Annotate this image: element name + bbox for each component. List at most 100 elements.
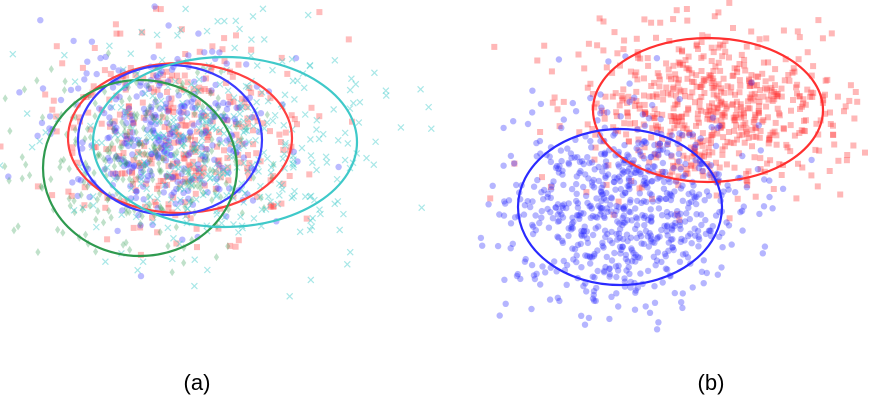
point-series-3	[143, 185, 151, 193]
point-series-1	[617, 250, 624, 257]
point-series-1	[597, 110, 604, 117]
point-series-3	[9, 50, 17, 58]
point-series-2	[39, 113, 46, 122]
point-series-1	[743, 184, 750, 191]
point-series-1	[640, 240, 648, 248]
point-series-1	[606, 265, 613, 273]
point-series-0	[153, 201, 159, 208]
point-series-0	[203, 127, 210, 134]
point-series-1	[168, 191, 175, 199]
point-series-1	[671, 289, 678, 297]
point-series-2	[127, 123, 133, 132]
point-series-3	[161, 181, 169, 189]
point-series-0	[98, 120, 105, 127]
point-series-1	[691, 225, 698, 232]
point-series-0	[672, 75, 679, 82]
point-series-0	[658, 126, 664, 133]
point-series-2	[111, 154, 118, 163]
point-series-0	[801, 117, 807, 124]
point-series-0	[591, 104, 598, 111]
point-series-2	[212, 187, 218, 196]
point-series-1	[538, 207, 545, 215]
point-series-1	[502, 300, 509, 307]
point-series-1	[642, 139, 650, 147]
point-series-0	[164, 89, 170, 95]
point-series-0	[750, 97, 757, 104]
point-series-2	[225, 242, 231, 251]
point-series-0	[633, 88, 640, 95]
point-series-0	[288, 112, 295, 119]
point-series-1	[614, 175, 621, 182]
point-series-0	[491, 43, 498, 50]
point-series-0	[738, 114, 745, 121]
point-series-1	[677, 210, 684, 217]
point-series-1	[555, 217, 563, 224]
point-series-1	[616, 243, 624, 251]
point-series-0	[164, 142, 171, 148]
point-series-0	[124, 136, 131, 143]
point-series-2	[48, 175, 54, 184]
point-series-2	[157, 228, 163, 237]
point-series-1	[625, 264, 632, 271]
point-series-1	[679, 290, 686, 297]
point-series-0	[748, 91, 755, 98]
point-series-1	[225, 169, 232, 176]
point-series-1	[573, 180, 580, 188]
point-series-1	[123, 161, 131, 169]
point-series-0	[844, 152, 851, 158]
point-series-0	[702, 149, 709, 156]
point-series-1	[685, 190, 692, 198]
point-series-1	[640, 180, 647, 188]
point-series-0	[189, 120, 196, 127]
point-series-0	[615, 198, 622, 205]
point-series-1	[223, 60, 230, 67]
point-series-0	[609, 93, 616, 100]
point-series-3	[289, 160, 296, 167]
point-series-0	[179, 117, 186, 124]
point-series-1	[547, 194, 554, 202]
point-series-1	[714, 124, 721, 131]
point-series-0	[713, 192, 720, 199]
point-series-1	[215, 161, 222, 168]
point-series-3	[278, 181, 285, 189]
point-series-2	[15, 222, 21, 231]
point-series-3	[199, 150, 207, 158]
point-series-1	[107, 104, 114, 111]
point-series-3	[138, 176, 146, 184]
point-series-3	[264, 97, 272, 105]
point-series-2	[140, 166, 146, 175]
point-series-0	[710, 78, 717, 85]
point-series-1	[148, 118, 155, 126]
point-series-1	[708, 124, 715, 131]
point-series-0	[699, 137, 706, 144]
point-series-1	[669, 222, 676, 229]
point-series-0	[185, 178, 192, 185]
point-series-3	[163, 144, 171, 152]
point-series-1	[602, 174, 609, 181]
point-series-1	[116, 93, 123, 101]
point-series-1	[154, 74, 161, 81]
point-series-1	[170, 133, 177, 140]
point-series-0	[755, 110, 762, 117]
point-series-1	[479, 242, 486, 249]
point-series-1	[559, 202, 566, 209]
point-series-1	[142, 161, 149, 168]
point-series-1	[135, 140, 142, 147]
point-series-3	[308, 223, 316, 231]
point-series-1	[180, 165, 188, 172]
point-series-1	[639, 211, 646, 219]
point-series-0	[646, 93, 653, 100]
point-series-0	[764, 114, 771, 121]
point-series-0	[769, 98, 776, 104]
point-series-0	[151, 88, 157, 95]
point-series-0	[753, 133, 760, 140]
point-series-0	[767, 157, 774, 164]
point-series-3	[341, 129, 349, 137]
point-series-3	[176, 196, 184, 204]
point-series-0	[549, 99, 556, 106]
point-series-1	[668, 152, 675, 159]
point-series-2	[169, 268, 175, 277]
point-series-1	[607, 201, 614, 209]
point-series-1	[160, 189, 167, 196]
point-series-0	[787, 122, 794, 129]
